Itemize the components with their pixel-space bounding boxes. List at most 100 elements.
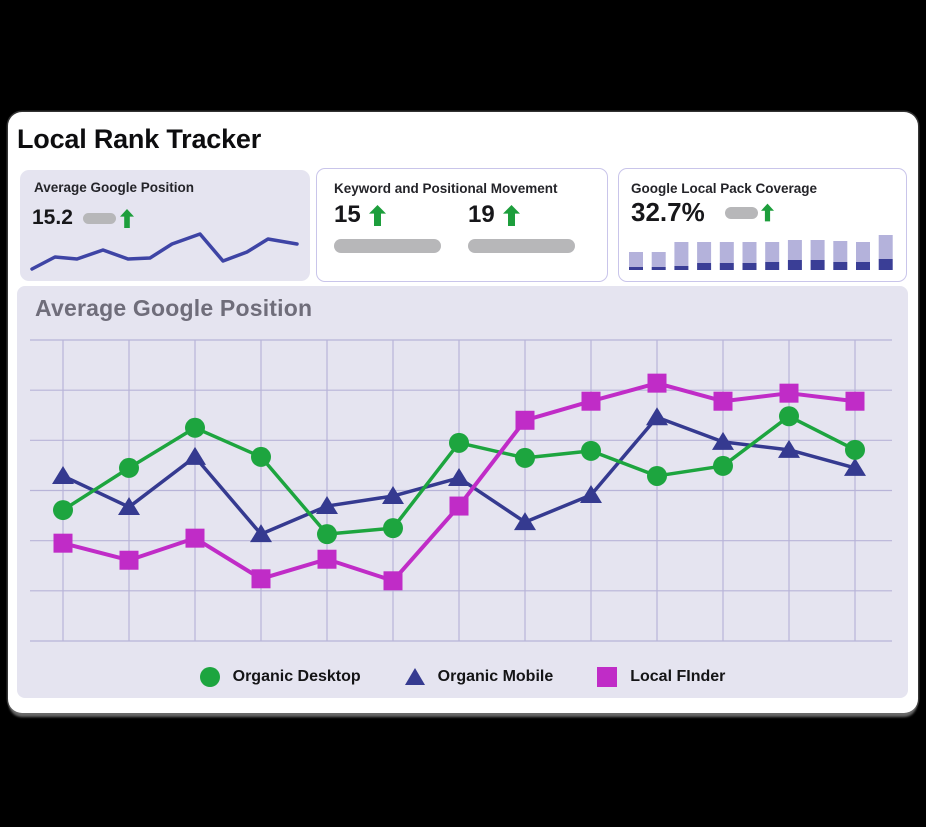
- mini-bar-top: [787, 240, 802, 260]
- stat-value-row: 32.7%: [631, 197, 774, 228]
- placeholder-pill: [82, 212, 116, 224]
- marker-circle-organic-desktop: [383, 518, 403, 539]
- marker-square-local-finder: [119, 550, 139, 570]
- legend-item-local-finder[interactable]: Local FInder: [597, 667, 725, 687]
- marker-triangle-organic-mobile: [844, 457, 866, 476]
- stat-value: 15: [334, 201, 361, 228]
- mini-bar-bottom: [833, 262, 848, 270]
- mini-bar-bottom: [878, 259, 893, 270]
- metric-positions: 19: [468, 201, 575, 258]
- stat-value-row: 15.2: [32, 206, 134, 230]
- marker-square-local-finder: [779, 383, 799, 403]
- marker-circle-organic-desktop: [119, 457, 139, 478]
- marker-square-local-finder: [647, 373, 667, 393]
- marker-triangle-organic-mobile: [646, 407, 668, 426]
- mini-bar-top: [742, 242, 757, 263]
- mini-bar-bottom: [651, 267, 666, 270]
- mini-bar-top: [765, 242, 780, 262]
- marker-square-local-finder: [317, 549, 337, 569]
- marker-triangle-organic-mobile: [580, 485, 602, 504]
- marker-circle-organic-desktop: [317, 524, 337, 545]
- mini-bar-top: [697, 242, 712, 263]
- mini-bar-bottom: [629, 267, 643, 270]
- legend-item-organic-mobile[interactable]: Organic Mobile: [404, 667, 554, 687]
- sparkline-chart: [30, 232, 299, 271]
- marker-circle-organic-desktop: [779, 406, 799, 427]
- series-organic-desktop: [53, 406, 865, 545]
- legend-marker-square-icon: [597, 667, 618, 687]
- mini-bar-top: [833, 241, 848, 262]
- marker-circle-organic-desktop: [251, 446, 271, 467]
- stat-card-local-pack-coverage: Google Local Pack Coverage 32.7%: [618, 168, 907, 282]
- marker-triangle-organic-mobile: [118, 497, 140, 516]
- legend-label: Organic Desktop: [232, 668, 361, 685]
- marker-square-local-finder: [383, 571, 403, 591]
- main-chart-panel: Average Google Position Organic Desktop O…: [17, 286, 908, 698]
- stat-card-label: Average Google Position: [34, 180, 195, 195]
- stat-value: 15.2: [32, 206, 73, 229]
- marker-triangle-organic-mobile: [316, 496, 338, 515]
- marker-triangle-organic-mobile: [250, 524, 272, 543]
- placeholder-pill: [468, 239, 575, 253]
- placeholder-pill: [334, 239, 441, 253]
- marker-square-local-finder: [845, 391, 865, 411]
- marker-square-local-finder: [515, 410, 535, 430]
- mini-bar-bottom: [742, 263, 757, 270]
- stat-value: 19: [468, 201, 495, 228]
- series-local-finder: [53, 373, 865, 591]
- page-title: Local Rank Tracker: [17, 124, 262, 154]
- marker-circle-organic-desktop: [449, 432, 469, 453]
- stat-value: 32.7%: [631, 197, 705, 227]
- marker-triangle-organic-mobile: [712, 431, 734, 450]
- marker-triangle-organic-mobile: [52, 465, 74, 484]
- mini-bar-chart: [629, 235, 893, 270]
- stat-card-label: Google Local Pack Coverage: [631, 181, 818, 196]
- marker-square-local-finder: [185, 528, 205, 548]
- chart-title: Average Google Position: [35, 295, 313, 321]
- dashboard-window: Local Rank Tracker Average Google Positi…: [8, 112, 918, 713]
- chart-legend: Organic Desktop Organic Mobile Local FInde…: [17, 667, 908, 687]
- legend-marker-triangle-icon: [404, 668, 425, 685]
- mini-bar-top: [674, 242, 689, 266]
- rank-trend-chart: [30, 339, 892, 642]
- marker-triangle-organic-mobile: [184, 446, 206, 465]
- marker-circle-organic-desktop: [647, 465, 667, 486]
- marker-circle-organic-desktop: [713, 455, 733, 476]
- mini-bar-top: [810, 240, 825, 260]
- marker-circle-organic-desktop: [185, 417, 205, 438]
- mini-bar-top: [719, 242, 734, 263]
- marker-circle-organic-desktop: [515, 447, 535, 468]
- metrics-row: 15 19: [334, 201, 575, 258]
- stat-card-keyword-movement: Keyword and Positional Movement 15 19: [316, 168, 608, 282]
- mini-bar-bottom: [856, 262, 870, 270]
- marker-square-local-finder: [581, 391, 601, 411]
- trend-up-arrow-icon: [119, 208, 134, 228]
- series-organic-mobile: [52, 407, 866, 543]
- legend-label: Local FInder: [630, 668, 726, 685]
- mini-bar-top: [856, 242, 870, 262]
- legend-item-organic-desktop[interactable]: Organic Desktop: [199, 667, 361, 687]
- legend-label: Organic Mobile: [437, 668, 554, 685]
- mini-bar-bottom: [810, 260, 825, 270]
- trend-up-arrow-icon: [368, 204, 386, 226]
- marker-triangle-organic-mobile: [514, 512, 536, 531]
- marker-square-local-finder: [251, 569, 271, 589]
- marker-triangle-organic-mobile: [382, 486, 404, 505]
- chart-grid: [30, 339, 892, 642]
- metric-keywords: 15: [334, 201, 441, 258]
- marker-square-local-finder: [713, 391, 733, 411]
- mini-bar-bottom: [787, 260, 802, 270]
- mini-bar-bottom: [719, 263, 734, 270]
- mini-bar-bottom: [765, 262, 780, 270]
- sparkline-path: [30, 232, 299, 271]
- marker-triangle-organic-mobile: [778, 439, 800, 458]
- marker-circle-organic-desktop: [581, 440, 601, 461]
- marker-square-local-finder: [449, 496, 469, 516]
- placeholder-pill: [724, 206, 758, 219]
- marker-triangle-organic-mobile: [448, 467, 470, 486]
- trend-up-arrow-icon: [502, 204, 520, 226]
- mini-bar-bottom: [697, 263, 712, 270]
- mini-bar-top: [878, 235, 893, 259]
- mini-bar-top: [651, 252, 666, 267]
